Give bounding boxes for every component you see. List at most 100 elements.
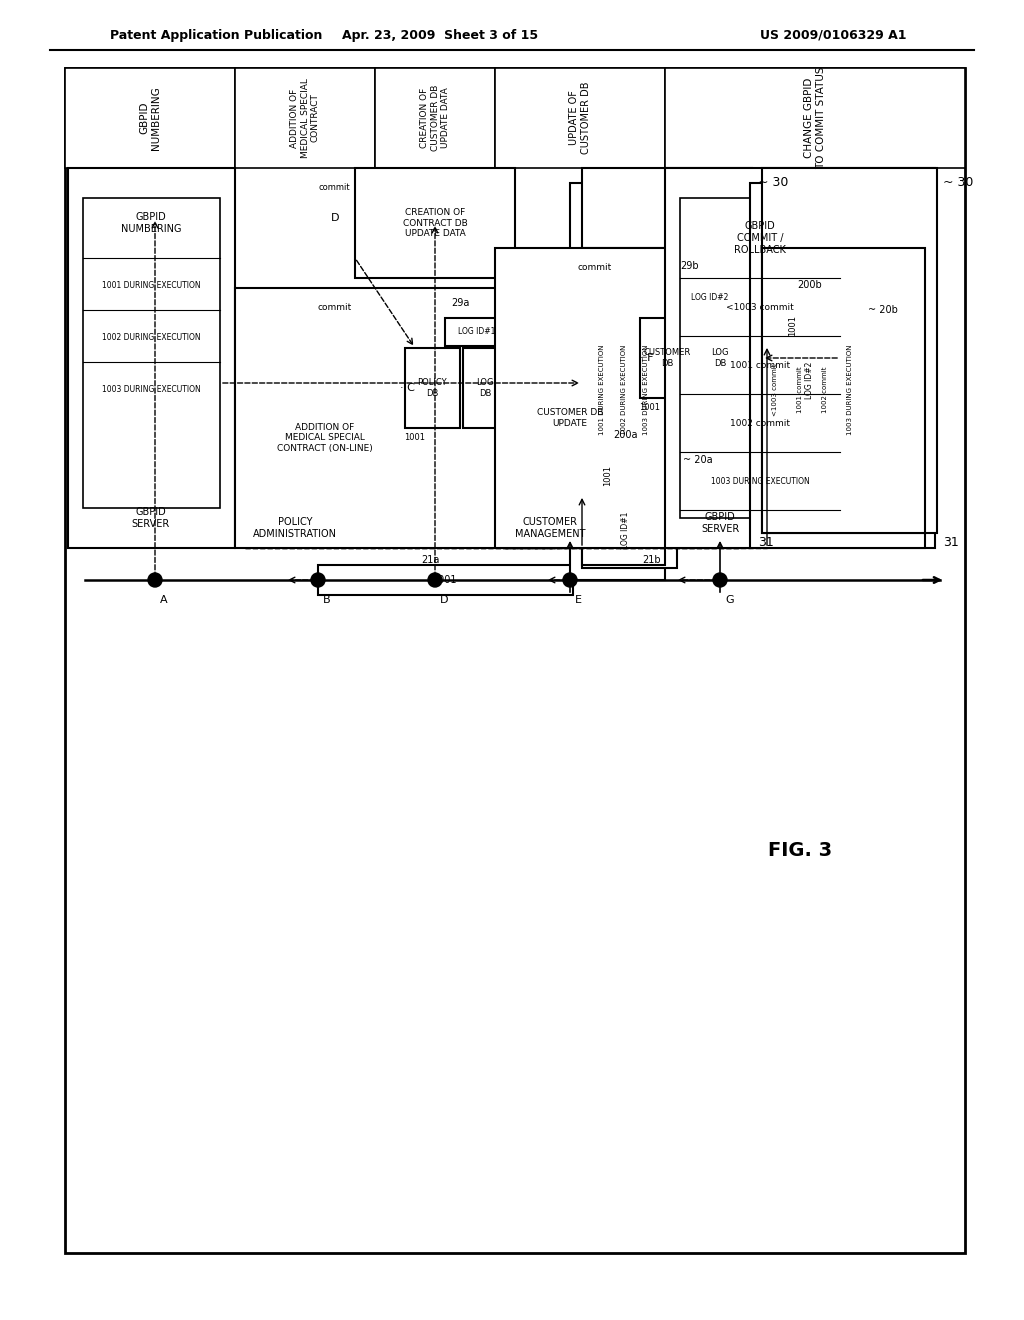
Bar bbox=[375, 69, 495, 168]
Bar bbox=[318, 565, 573, 595]
Text: LOG
DB: LOG DB bbox=[476, 379, 494, 397]
Text: 1001 commit: 1001 commit bbox=[730, 360, 791, 370]
Text: 1003 DURING EXECUTION: 1003 DURING EXECUTION bbox=[643, 345, 649, 436]
Text: D: D bbox=[440, 595, 449, 605]
Text: · F: · F bbox=[640, 352, 653, 363]
Text: Apr. 23, 2009  Sheet 3 of 15: Apr. 23, 2009 Sheet 3 of 15 bbox=[342, 29, 538, 41]
Text: UPDATE OF
CUSTOMER DB: UPDATE OF CUSTOMER DB bbox=[569, 82, 591, 154]
Text: CREATION OF
CUSTOMER DB
UPDATE DATA: CREATION OF CUSTOMER DB UPDATE DATA bbox=[420, 84, 450, 152]
Text: · C: · C bbox=[400, 383, 415, 393]
Text: 200b: 200b bbox=[798, 280, 822, 290]
Text: LOG ID#1: LOG ID#1 bbox=[621, 511, 630, 549]
Text: LOG
DB: LOG DB bbox=[712, 348, 729, 368]
Bar bbox=[406, 348, 460, 428]
Circle shape bbox=[311, 573, 325, 587]
Text: commit: commit bbox=[318, 183, 350, 193]
Text: commit: commit bbox=[578, 264, 612, 272]
Text: 1001: 1001 bbox=[640, 404, 660, 412]
Text: CREATION OF
CONTRACT DB
UPDATE DATA: CREATION OF CONTRACT DB UPDATE DATA bbox=[402, 209, 467, 238]
Text: LOG ID#1: LOG ID#1 bbox=[459, 327, 496, 337]
Text: ~ 30: ~ 30 bbox=[943, 177, 974, 190]
Text: 1001 DURING EXECUTION: 1001 DURING EXECUTION bbox=[599, 345, 605, 436]
Text: 31: 31 bbox=[758, 536, 774, 549]
Circle shape bbox=[428, 573, 442, 587]
Bar bbox=[68, 168, 234, 548]
Text: <1003 commit: <1003 commit bbox=[726, 302, 794, 312]
Text: 1003 DURING EXECUTION: 1003 DURING EXECUTION bbox=[101, 385, 201, 395]
Text: ADDITION OF
MEDICAL SPECIAL
CONTRACT (ON-LINE): ADDITION OF MEDICAL SPECIAL CONTRACT (ON… bbox=[278, 424, 373, 453]
Text: LOG ID#2: LOG ID#2 bbox=[691, 293, 729, 301]
Bar bbox=[234, 288, 565, 548]
Bar bbox=[762, 168, 937, 533]
Bar bbox=[570, 462, 665, 579]
Text: commit: commit bbox=[317, 304, 352, 313]
Bar bbox=[665, 69, 965, 168]
Text: CUSTOMER DB
UPDATE: CUSTOMER DB UPDATE bbox=[537, 408, 603, 428]
Bar bbox=[234, 69, 375, 168]
Bar bbox=[767, 300, 862, 418]
Text: 1001: 1001 bbox=[404, 433, 426, 442]
Bar bbox=[680, 198, 840, 517]
Text: 1003 DURING EXECUTION: 1003 DURING EXECUTION bbox=[847, 345, 853, 436]
Text: 1001 commit: 1001 commit bbox=[797, 367, 803, 413]
Text: GBPID
NUMBERING: GBPID NUMBERING bbox=[121, 213, 181, 234]
Text: POLICY
DB: POLICY DB bbox=[417, 379, 446, 397]
Bar bbox=[762, 248, 925, 533]
Text: CUSTOMER
DB: CUSTOMER DB bbox=[643, 348, 690, 368]
Text: GBPID
SERVER: GBPID SERVER bbox=[700, 512, 739, 533]
Text: A: A bbox=[160, 595, 168, 605]
Bar bbox=[83, 198, 220, 508]
Text: 21a: 21a bbox=[421, 554, 439, 565]
Text: 1001: 1001 bbox=[433, 576, 458, 585]
Circle shape bbox=[148, 573, 162, 587]
Bar bbox=[582, 495, 665, 565]
Bar bbox=[65, 69, 965, 1253]
Text: 29b: 29b bbox=[681, 261, 699, 271]
Text: LOG ID#2: LOG ID#2 bbox=[806, 362, 814, 399]
Bar bbox=[755, 312, 850, 430]
Text: B: B bbox=[323, 595, 331, 605]
Bar bbox=[495, 69, 665, 168]
Text: FIG. 3: FIG. 3 bbox=[768, 841, 833, 859]
Bar bbox=[582, 248, 740, 533]
Text: 1002 DURING EXECUTION: 1002 DURING EXECUTION bbox=[101, 334, 201, 342]
Text: Patent Application Publication: Patent Application Publication bbox=[110, 29, 323, 41]
Bar bbox=[582, 168, 752, 533]
Text: ADDITION OF
MEDICAL SPECIAL
CONTRACT: ADDITION OF MEDICAL SPECIAL CONTRACT bbox=[290, 78, 319, 158]
Text: 1001: 1001 bbox=[603, 465, 612, 486]
Bar bbox=[65, 69, 234, 168]
Text: CUSTOMER
MANAGEMENT: CUSTOMER MANAGEMENT bbox=[515, 517, 586, 539]
Text: <1003 commit: <1003 commit bbox=[772, 364, 778, 416]
Text: 1001: 1001 bbox=[788, 314, 798, 335]
Text: ~ 30: ~ 30 bbox=[758, 177, 788, 190]
Bar bbox=[582, 450, 677, 568]
Bar bbox=[570, 183, 740, 548]
Text: 1001 DURING EXECUTION: 1001 DURING EXECUTION bbox=[101, 281, 201, 290]
Text: POLICY
ADMINISTRATION: POLICY ADMINISTRATION bbox=[253, 517, 337, 539]
Bar bbox=[698, 318, 743, 399]
Text: 29a: 29a bbox=[451, 298, 469, 308]
Text: GBPID
NUMBERING: GBPID NUMBERING bbox=[139, 86, 161, 150]
Text: US 2009/0106329 A1: US 2009/0106329 A1 bbox=[760, 29, 906, 41]
Text: 200a: 200a bbox=[612, 430, 637, 440]
Text: ~ 20b: ~ 20b bbox=[868, 305, 898, 315]
Text: ~ 20a: ~ 20a bbox=[683, 455, 713, 465]
Text: 1002 DURING EXECUTION: 1002 DURING EXECUTION bbox=[621, 345, 627, 436]
Text: E: E bbox=[575, 595, 582, 605]
Text: GBPID
SERVER: GBPID SERVER bbox=[132, 507, 170, 529]
Text: G: G bbox=[725, 595, 733, 605]
Bar bbox=[750, 183, 925, 548]
Bar bbox=[495, 248, 750, 548]
Text: 1002 commit: 1002 commit bbox=[822, 367, 828, 413]
Bar bbox=[665, 168, 935, 548]
Text: GBPID
COMMIT /
ROLLBACK: GBPID COMMIT / ROLLBACK bbox=[734, 222, 786, 255]
Bar bbox=[445, 318, 510, 346]
Text: 31: 31 bbox=[943, 536, 958, 549]
Text: 21b: 21b bbox=[643, 554, 662, 565]
Circle shape bbox=[563, 573, 577, 587]
Bar bbox=[767, 345, 850, 414]
Bar bbox=[463, 348, 508, 428]
Bar bbox=[355, 168, 515, 279]
Bar bbox=[678, 282, 743, 312]
Text: 1003 DURING EXECUTION: 1003 DURING EXECUTION bbox=[711, 477, 809, 486]
